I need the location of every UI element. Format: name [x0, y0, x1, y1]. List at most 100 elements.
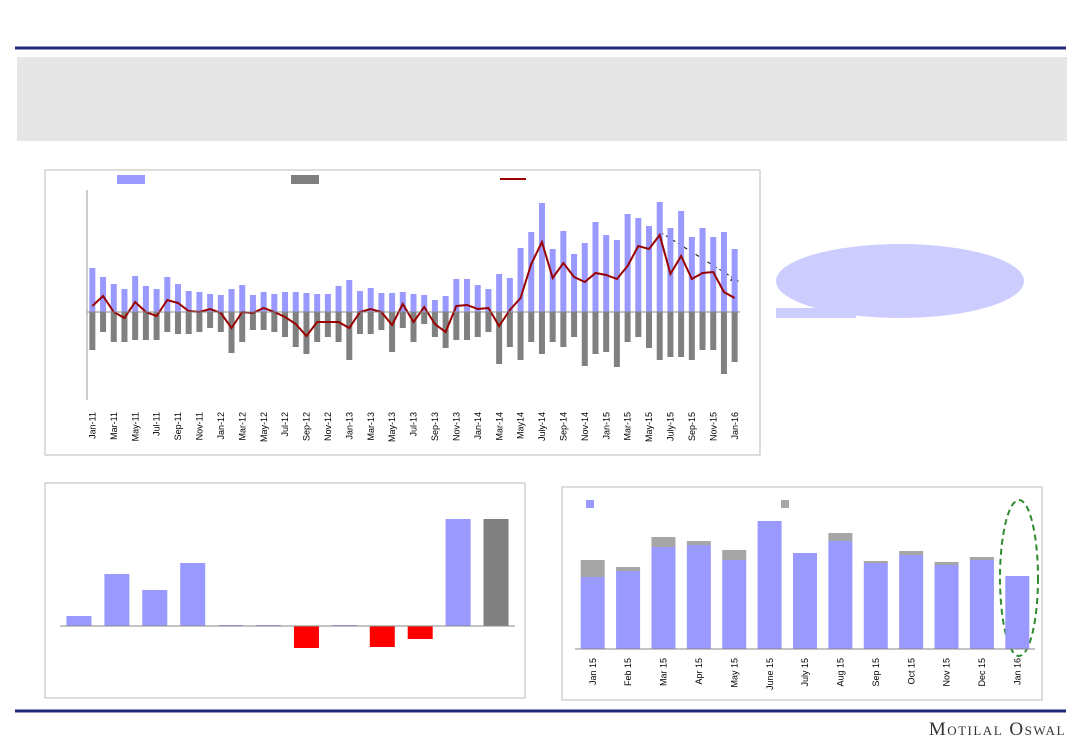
bar	[228, 289, 235, 312]
bar	[580, 577, 605, 649]
bar	[153, 289, 160, 312]
bar	[100, 312, 107, 332]
bar	[324, 312, 331, 337]
x-tick-label: Apr 15	[694, 658, 704, 685]
bar	[538, 312, 545, 354]
bar	[538, 203, 545, 312]
bar	[356, 312, 363, 334]
bar	[581, 243, 588, 312]
bar	[335, 286, 342, 312]
bar	[314, 312, 321, 342]
bar	[863, 561, 888, 563]
bar	[710, 237, 717, 312]
bar	[303, 312, 310, 354]
bar	[453, 279, 460, 312]
x-tick-label: Dec 15	[977, 658, 987, 687]
bar	[863, 563, 888, 649]
callout	[776, 244, 1024, 318]
bar	[624, 214, 631, 312]
x-tick-label: July 15	[800, 658, 810, 687]
bar	[104, 574, 130, 626]
x-tick-label: Sep-13	[430, 412, 440, 441]
x-tick-label: Nov 15	[942, 658, 952, 687]
bar	[474, 285, 481, 312]
bar	[899, 555, 924, 649]
bar	[464, 279, 471, 312]
bar	[667, 228, 674, 312]
bar	[324, 294, 331, 312]
bar	[969, 560, 994, 649]
bar	[506, 312, 513, 347]
bar	[828, 533, 853, 541]
x-tick-label: May-13	[387, 412, 397, 442]
x-tick-label: Jan 15	[588, 658, 598, 685]
legend-swatch	[117, 175, 145, 184]
bar	[217, 295, 224, 312]
bar	[560, 231, 567, 312]
legend-swatch	[586, 500, 594, 508]
bar	[399, 312, 406, 328]
bar	[303, 293, 310, 312]
bar	[651, 537, 676, 547]
bar	[228, 312, 235, 353]
x-tick-label: Nov-14	[580, 412, 590, 441]
bar	[496, 312, 503, 364]
bar	[293, 626, 319, 648]
bar	[132, 312, 139, 340]
bar	[410, 294, 417, 312]
bar	[699, 228, 706, 312]
bar	[421, 295, 428, 312]
bar	[369, 626, 395, 647]
x-tick-label: Mar-12	[237, 412, 247, 441]
x-tick-label: Mar-15	[623, 412, 633, 441]
bar	[731, 312, 738, 362]
x-tick-label: Sep-12	[302, 412, 312, 441]
bar	[346, 312, 353, 360]
x-tick-label: Nov-15	[708, 412, 718, 441]
bar	[651, 547, 676, 649]
bar	[153, 312, 160, 340]
bar	[722, 560, 747, 649]
x-tick-label: Jan-14	[473, 412, 483, 440]
bar	[635, 312, 642, 337]
x-tick-label: Sep-11	[173, 412, 183, 440]
highlight	[999, 499, 1039, 657]
bar	[132, 276, 139, 312]
x-tick-label: Sep 15	[871, 658, 881, 687]
bar	[474, 312, 481, 337]
x-tick-label: Mar-14	[494, 412, 504, 441]
bar	[720, 312, 727, 374]
bar	[335, 312, 342, 342]
bar	[464, 312, 471, 340]
bar	[410, 312, 417, 342]
bar	[207, 312, 214, 328]
bar	[271, 312, 278, 332]
bar	[969, 557, 994, 560]
x-tick-label: Mar-11	[109, 412, 119, 440]
x-tick-label: Mar-13	[366, 412, 376, 441]
bar	[292, 312, 299, 347]
bar	[110, 312, 117, 342]
bar	[249, 295, 256, 312]
x-tick-label: May14	[516, 412, 526, 439]
x-tick-label: June 15	[765, 658, 775, 690]
bar	[549, 249, 556, 312]
bar	[378, 293, 385, 312]
bar	[196, 312, 203, 332]
bar	[185, 291, 192, 312]
bar	[635, 218, 642, 312]
bar	[616, 571, 641, 649]
bar	[828, 541, 853, 649]
bar	[421, 312, 428, 324]
x-tick-label: Jan-16	[730, 412, 740, 440]
bar	[667, 312, 674, 357]
x-tick-label: Jan-12	[216, 412, 226, 440]
x-tick-label: May-15	[644, 412, 654, 442]
bar	[389, 293, 396, 312]
bar	[560, 312, 567, 347]
bar	[142, 286, 149, 312]
bar	[934, 562, 959, 565]
bar	[506, 278, 513, 312]
bar	[89, 268, 96, 312]
